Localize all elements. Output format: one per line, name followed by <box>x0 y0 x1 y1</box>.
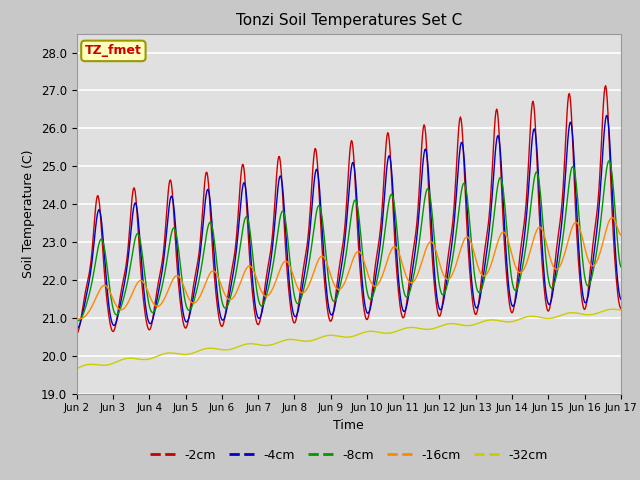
-4cm <box>73 325 81 331</box>
-8cm <box>223 304 230 310</box>
Line: -32cm: -32cm <box>77 309 621 369</box>
-8cm <box>605 158 612 164</box>
Line: -16cm: -16cm <box>77 217 621 319</box>
-2cm <box>83 283 90 289</box>
-32cm <box>617 307 625 313</box>
-4cm <box>223 307 230 313</box>
Line: -8cm: -8cm <box>77 161 621 321</box>
-32cm <box>609 306 616 312</box>
-32cm <box>415 325 422 331</box>
-16cm <box>139 278 147 284</box>
-8cm <box>83 301 90 307</box>
-16cm <box>194 297 202 303</box>
Legend: -2cm, -4cm, -8cm, -16cm, -32cm: -2cm, -4cm, -8cm, -16cm, -32cm <box>145 444 553 467</box>
-32cm <box>83 362 90 368</box>
-32cm <box>223 347 230 353</box>
-8cm <box>139 254 147 260</box>
Text: TZ_fmet: TZ_fmet <box>85 44 142 58</box>
-32cm <box>431 325 438 331</box>
-32cm <box>194 348 202 354</box>
-16cm <box>223 295 230 300</box>
-16cm <box>617 232 625 238</box>
-4cm <box>431 272 438 277</box>
-8cm <box>617 264 625 270</box>
-8cm <box>431 239 438 245</box>
-4cm <box>194 268 202 274</box>
-32cm <box>73 366 81 372</box>
Line: -2cm: -2cm <box>77 86 621 334</box>
Line: -4cm: -4cm <box>77 116 621 328</box>
-2cm <box>602 83 609 89</box>
Title: Tonzi Soil Temperatures Set C: Tonzi Soil Temperatures Set C <box>236 13 462 28</box>
-4cm <box>83 291 90 297</box>
-16cm <box>609 215 616 220</box>
-8cm <box>415 243 422 249</box>
-4cm <box>415 214 422 219</box>
-2cm <box>194 258 202 264</box>
-2cm <box>617 306 625 312</box>
-16cm <box>431 244 438 250</box>
X-axis label: Time: Time <box>333 419 364 432</box>
-8cm <box>73 318 81 324</box>
-2cm <box>73 331 81 336</box>
-2cm <box>139 289 147 295</box>
-4cm <box>617 296 625 302</box>
-4cm <box>139 273 147 279</box>
-16cm <box>83 312 90 317</box>
-2cm <box>415 194 422 200</box>
-2cm <box>431 286 438 291</box>
Y-axis label: Soil Temperature (C): Soil Temperature (C) <box>22 149 35 278</box>
-32cm <box>139 357 147 362</box>
-8cm <box>194 283 202 288</box>
-2cm <box>223 302 230 308</box>
-16cm <box>73 316 81 322</box>
-16cm <box>415 268 422 274</box>
-4cm <box>603 113 611 119</box>
